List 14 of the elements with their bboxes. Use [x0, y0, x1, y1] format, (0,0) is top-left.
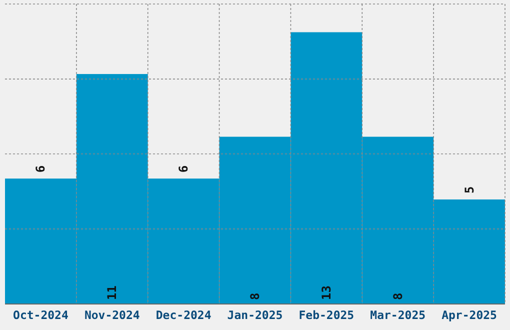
x-tick-label: Dec-2024 [156, 308, 212, 322]
data-label: 8 [248, 292, 262, 300]
x-tick-label: Oct-2024 [13, 308, 68, 322]
data-label: 8 [390, 292, 405, 300]
data-label: 6 [34, 165, 48, 173]
data-label: 13 [319, 286, 334, 300]
data-label: 11 [105, 286, 120, 300]
x-tick-label: Jan-2025 [227, 308, 283, 322]
data-label: 5 [462, 186, 476, 194]
x-tick-label: Apr-2025 [442, 308, 498, 322]
x-tick-label: Mar-2025 [370, 308, 426, 322]
x-tick-label: Nov-2024 [84, 308, 140, 322]
data-label: 6 [176, 165, 191, 173]
x-tick-label: Feb-2025 [298, 308, 354, 322]
